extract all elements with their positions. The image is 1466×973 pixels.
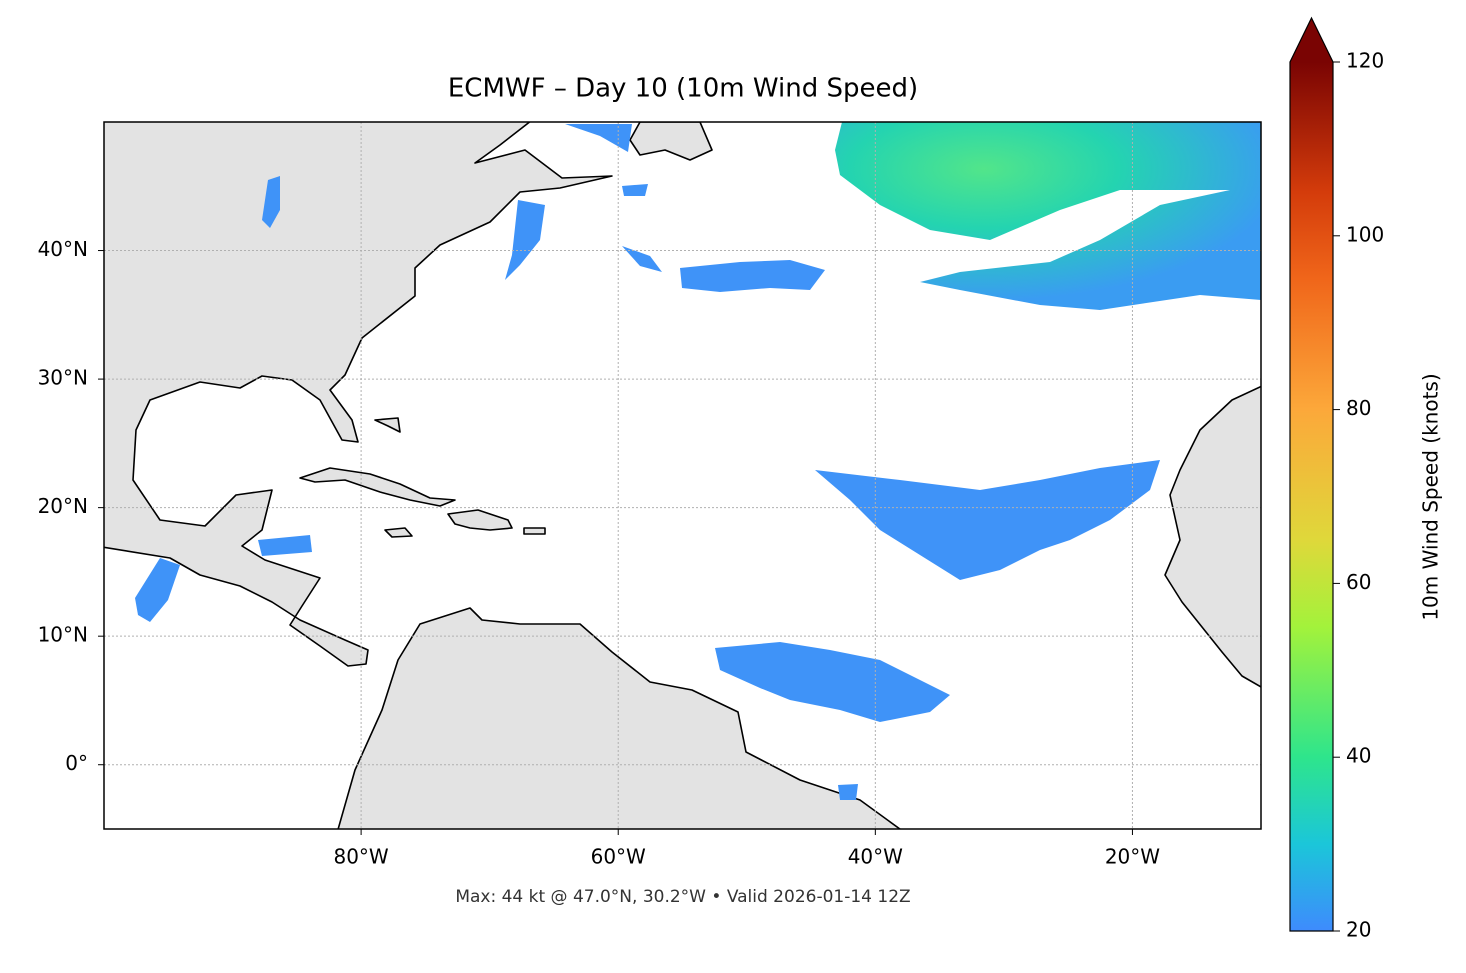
wind-patch — [680, 260, 825, 292]
colorbar-tick-label: 40 — [1346, 744, 1371, 768]
colorbar-tick-label: 80 — [1346, 396, 1371, 420]
x-tick-label: 40°W — [848, 845, 903, 869]
bahamas — [374, 417, 401, 433]
x-tick-label: 20°W — [1105, 845, 1160, 869]
north-america — [104, 122, 613, 667]
y-tick-label: 40°N — [38, 237, 88, 261]
colorbar-extend — [1290, 18, 1333, 62]
wind-patch — [622, 246, 662, 272]
y-tick-label: 30°N — [38, 366, 88, 390]
cuba — [299, 467, 456, 507]
x-tick-label: 80°W — [333, 845, 388, 869]
wind-patch — [815, 460, 1160, 580]
wind-patch — [622, 184, 648, 196]
wind-patch — [715, 642, 950, 722]
hispaniola — [447, 509, 513, 531]
jamaica — [384, 527, 413, 538]
colorbar-tick-label: 100 — [1346, 222, 1384, 246]
south-america — [337, 607, 902, 829]
africa — [1164, 385, 1261, 688]
colorbar — [1290, 62, 1333, 931]
chart-title: ECMWF – Day 10 (10m Wind Speed) — [448, 74, 918, 104]
colorbar-tick-label: 120 — [1346, 49, 1384, 73]
y-tick-label: 10°N — [38, 623, 88, 647]
wind-patch — [565, 124, 632, 152]
y-tick-label: 20°N — [38, 494, 88, 518]
wind-patch — [505, 200, 545, 280]
colorbar-tick-label: 20 — [1346, 918, 1371, 942]
wind-patch — [135, 558, 180, 622]
colorbar-tick-label: 60 — [1346, 570, 1371, 594]
map-area — [104, 122, 1261, 829]
map-frame — [103, 121, 1262, 830]
footnote: Max: 44 kt @ 47.0°N, 30.2°W • Valid 2026… — [455, 887, 910, 907]
colorbar-frame — [1289, 16, 1334, 932]
wind-patch — [838, 784, 858, 800]
colorbar-label: 10m Wind Speed (knots) — [1419, 373, 1443, 620]
y-tick-label: 0° — [65, 751, 88, 775]
wind-swath-north-atlantic — [835, 122, 1261, 310]
colorbar-axis: 20 40 60 80 100 120 — [1333, 49, 1384, 942]
wind-patch — [262, 176, 280, 228]
wind-patch — [258, 535, 312, 556]
newfoundland — [629, 122, 713, 161]
graticule: 80°W 60°W 40°W 20°W 0° 10°N 20°N 30°N 40°N — [38, 122, 1261, 869]
x-tick-label: 60°W — [591, 845, 646, 869]
puerto-rico — [523, 527, 546, 535]
